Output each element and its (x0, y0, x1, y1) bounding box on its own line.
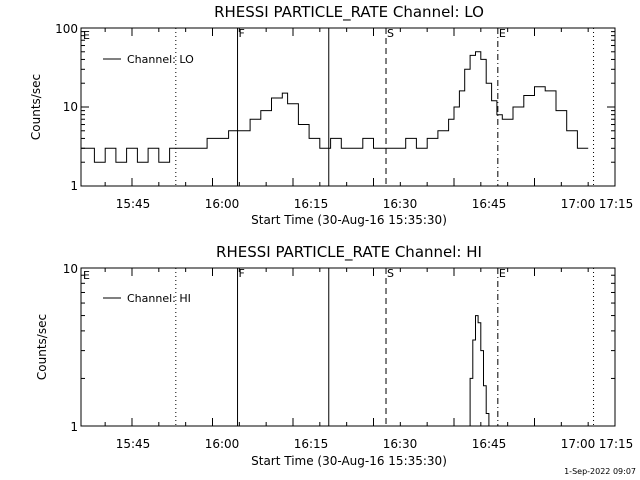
x-tick-label: 17:15 (599, 197, 634, 211)
y-tick-label: 1 (70, 420, 78, 434)
event-marker-label: F (239, 27, 245, 40)
panel-title: RHESSI PARTICLE_RATE Channel: LO (214, 3, 484, 22)
event-marker-label: E (499, 267, 506, 280)
y-tick-label: 10 (63, 262, 78, 276)
legend-label: Channel: HI (127, 292, 191, 305)
event-marker-label: S (387, 27, 394, 40)
tick-marks (81, 268, 616, 427)
y-axis-label: Counts/sec (35, 314, 49, 380)
series-line-hi (467, 315, 490, 427)
lo-channel-panel: RHESSI PARTICLE_RATE Channel: LO Counts/… (29, 3, 633, 227)
x-tick-label: 16:45 (472, 197, 507, 211)
event-markers: F S EE (83, 267, 595, 426)
series-line-lo (81, 51, 589, 163)
panel-title: RHESSI PARTICLE_RATE Channel: HI (216, 243, 482, 262)
x-tick-label: 15:45 (116, 197, 151, 211)
y-axis-label: Counts/sec (29, 74, 43, 140)
y-tick-label: 100 (55, 22, 78, 36)
x-tick-label: 16:15 (294, 197, 329, 211)
edge-marker-label: E (83, 29, 90, 42)
x-tick-label: 16:00 (205, 197, 240, 211)
event-marker-label: F (239, 267, 245, 280)
event-marker-label: E (499, 27, 506, 40)
x-tick-label: 16:15 (294, 437, 329, 451)
y-tick-label: 1 (70, 179, 78, 193)
x-tick-label: 16:00 (205, 437, 240, 451)
plot-frame (80, 267, 616, 427)
legend-label: Channel: LO (127, 53, 194, 66)
x-tick-label: 17:00 (561, 437, 596, 451)
x-tick-label: 17:15 (599, 437, 634, 451)
x-axis-label: Start Time (30-Aug-16 15:35:30) (251, 213, 447, 227)
event-marker-label: S (387, 267, 394, 280)
y-tick-label: 10 (63, 100, 78, 114)
x-tick-label: 16:30 (383, 197, 418, 211)
x-axis-label: Start Time (30-Aug-16 15:35:30) (251, 454, 447, 468)
x-tick-label: 16:30 (383, 437, 418, 451)
timestamp-stamp: 1-Sep-2022 09:07 (564, 467, 636, 476)
tick-marks (81, 28, 616, 187)
x-tick-label: 16:45 (472, 437, 507, 451)
x-tick-label: 17:00 (561, 197, 596, 211)
edge-marker-label: E (83, 269, 90, 282)
hi-channel-panel: RHESSI PARTICLE_RATE Channel: HI Counts/… (35, 243, 633, 468)
event-markers: F S EE (83, 27, 595, 186)
x-tick-label: 15:45 (116, 437, 151, 451)
